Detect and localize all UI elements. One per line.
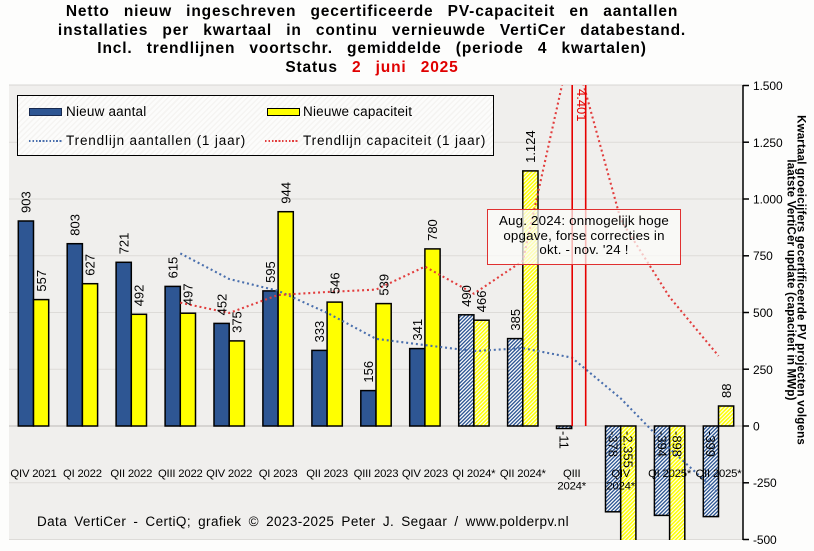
svg-text:-399: -399 <box>703 431 718 457</box>
svg-text:1.250: 1.250 <box>753 136 783 150</box>
svg-text:QI 2025*: QI 2025* <box>648 468 692 480</box>
svg-text:-394: -394 <box>654 431 669 457</box>
svg-text:QIV 2021: QIV 2021 <box>10 468 56 480</box>
svg-text:375: 375 <box>230 311 245 333</box>
svg-text:2024*: 2024* <box>557 481 586 493</box>
svg-text:QIII 2022: QIII 2022 <box>158 468 203 480</box>
svg-text:627: 627 <box>83 254 98 276</box>
svg-text:QIII: QIII <box>563 468 580 480</box>
svg-text:452: 452 <box>214 294 229 316</box>
svg-text:546: 546 <box>327 272 342 294</box>
svg-text:-378: -378 <box>605 431 620 457</box>
svg-text:750: 750 <box>753 249 773 263</box>
svg-text:2024*: 2024* <box>606 481 635 493</box>
svg-text:341: 341 <box>410 319 425 341</box>
svg-text:595: 595 <box>263 261 278 283</box>
svg-text:-500: -500 <box>753 533 777 547</box>
svg-text:803: 803 <box>68 214 83 236</box>
svg-text:0: 0 <box>753 420 760 434</box>
svg-text:-2.355: -2.355 <box>621 431 636 468</box>
svg-text:250: 250 <box>753 363 773 377</box>
svg-text:QII 2022: QII 2022 <box>110 468 152 480</box>
svg-text:466: 466 <box>474 290 489 312</box>
svg-text:-898: -898 <box>670 431 685 457</box>
svg-text:Kwartaal groeicijfers gecertif: Kwartaal groeicijfers gecertificeerde PV… <box>795 115 807 445</box>
svg-text:497: 497 <box>181 283 196 305</box>
svg-text:88: 88 <box>719 384 734 398</box>
svg-text:333: 333 <box>312 321 327 343</box>
svg-text:385: 385 <box>508 309 523 331</box>
svg-text:-250: -250 <box>753 476 777 490</box>
svg-text:615: 615 <box>165 257 180 279</box>
svg-text:721: 721 <box>116 233 131 255</box>
svg-text:1.000: 1.000 <box>753 193 783 207</box>
svg-text:539: 539 <box>376 274 391 296</box>
svg-text:QI 2022: QI 2022 <box>63 468 102 480</box>
svg-text:4.401: 4.401 <box>574 89 589 122</box>
svg-text:QIV 2023: QIV 2023 <box>402 468 448 480</box>
svg-text:557: 557 <box>34 270 49 292</box>
svg-text:QII 2025*: QII 2025* <box>696 468 743 480</box>
svg-text:903: 903 <box>19 191 34 213</box>
svg-text:500: 500 <box>753 306 773 320</box>
svg-text:QII 2024*: QII 2024* <box>500 468 547 480</box>
svg-text:156: 156 <box>361 361 376 383</box>
svg-text:QIV: QIV <box>611 468 631 480</box>
svg-text:490: 490 <box>459 285 474 307</box>
svg-text:QIII 2023: QIII 2023 <box>354 468 399 480</box>
svg-text:944: 944 <box>278 182 293 204</box>
svg-text:laatste VertiCer update (capac: laatste VertiCer update (capaciteit in M… <box>785 159 797 400</box>
svg-text:492: 492 <box>132 285 147 307</box>
svg-text:QIV 2022: QIV 2022 <box>206 468 252 480</box>
svg-text:780: 780 <box>425 219 440 241</box>
svg-text:QI 2023: QI 2023 <box>259 468 298 480</box>
svg-text:QI 2024*: QI 2024* <box>452 468 496 480</box>
svg-text:1.124: 1.124 <box>523 130 538 163</box>
svg-text:1.500: 1.500 <box>753 79 783 93</box>
svg-text:QII 2023: QII 2023 <box>306 468 348 480</box>
svg-text:-11: -11 <box>556 431 571 449</box>
